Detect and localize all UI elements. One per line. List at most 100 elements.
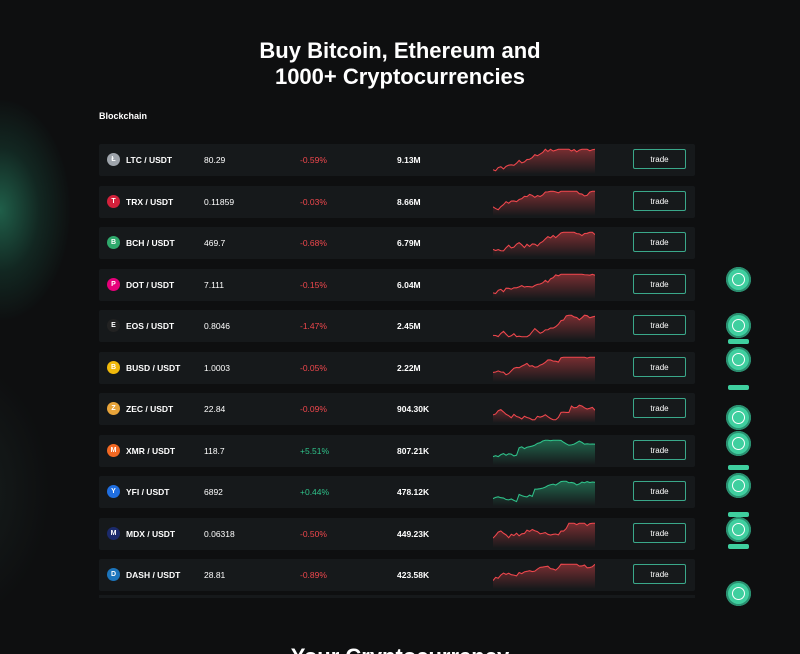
trade-button[interactable]: trade xyxy=(633,232,686,252)
trade-button[interactable]: trade xyxy=(633,273,686,294)
pair-name: DASH / USDT xyxy=(126,570,181,580)
table-row: M XMR / USDT 118.7 +5.51% 807.21K trade xyxy=(99,434,695,467)
sparkline-area xyxy=(493,232,595,257)
yearn-icon: Y xyxy=(107,485,120,498)
rail-ring-icon xyxy=(732,437,745,450)
sparkline-line xyxy=(493,404,595,421)
busd-icon: B xyxy=(107,360,120,374)
volume: 2.45M xyxy=(397,321,421,331)
last-price: 7.111 xyxy=(204,279,225,290)
rail-button-5[interactable] xyxy=(726,431,751,456)
rail-stub xyxy=(728,339,749,344)
sparkline-chart xyxy=(493,231,595,257)
sparkline-line xyxy=(493,563,595,581)
sparkline-chart xyxy=(493,356,595,382)
trade-button[interactable]: trade xyxy=(633,190,686,211)
volume: 9.13M xyxy=(397,155,421,165)
rail-button-2[interactable] xyxy=(726,313,751,338)
sparkline-line xyxy=(493,439,595,457)
section-label: Blockchain xyxy=(99,111,148,121)
pair-name: YFI / USDT xyxy=(126,487,170,497)
trade-button[interactable]: trade xyxy=(633,315,686,335)
price-change: -0.03% xyxy=(300,196,327,207)
trade-button[interactable]: trade xyxy=(633,398,686,418)
volume: 807.21K xyxy=(397,445,430,456)
last-price: 469.7 xyxy=(204,238,226,248)
sparkline-chart xyxy=(493,148,595,174)
sparkline-chart xyxy=(493,190,595,216)
sparkline-chart xyxy=(493,439,595,465)
price-change: -0.50% xyxy=(300,528,327,539)
floating-action-rail xyxy=(725,265,753,606)
pair-name: TRX / USDT xyxy=(126,196,174,207)
hero-title-line2: 1000+ Cryptocurrencies xyxy=(274,64,526,89)
pair-name: MDX / USDT xyxy=(126,528,176,539)
price-change: -0.68% xyxy=(300,238,327,248)
rail-ring-icon xyxy=(732,479,745,492)
pair-name: BUSD / USDT xyxy=(126,362,181,373)
hero-title: Buy Bitcoin, Ethereum and 1000+ Cryptocu… xyxy=(0,38,800,90)
sparkline-area xyxy=(493,273,595,299)
rail-stub xyxy=(728,544,749,549)
price-change: +0.44% xyxy=(300,487,330,497)
sparkline-line xyxy=(493,314,595,338)
rail-ring-icon xyxy=(732,587,745,600)
price-change: +5.51% xyxy=(300,445,330,456)
last-price: 0.8046 xyxy=(204,321,230,331)
trade-button[interactable]: trade xyxy=(633,149,686,169)
trade-button[interactable]: trade xyxy=(633,564,686,584)
last-price: 80.29 xyxy=(204,155,226,165)
sparkline-chart xyxy=(493,314,595,340)
mdex-icon: M xyxy=(107,526,120,540)
rail-ring-icon xyxy=(732,319,745,332)
rail-stub xyxy=(728,465,749,470)
pair-name: ZEC / USDT xyxy=(126,404,174,414)
next-section-heading: Your Cryptocurrency xyxy=(0,644,800,654)
trade-button[interactable]: trade xyxy=(633,439,686,460)
trade-button[interactable]: trade xyxy=(633,356,686,377)
price-change: -0.09% xyxy=(300,404,327,414)
sparkline-line xyxy=(493,356,595,375)
polkadot-icon: P xyxy=(107,277,120,291)
table-row: E EOS / USDT 0.8046 -1.47% 2.45M trade xyxy=(99,310,695,342)
last-price: 28.81 xyxy=(204,570,226,580)
sparkline-area xyxy=(493,190,595,216)
rail-ring-icon xyxy=(732,411,745,424)
rail-button-7[interactable] xyxy=(726,517,751,542)
tron-icon: T xyxy=(107,194,120,208)
pair-name: DOT / USDT xyxy=(126,279,175,290)
pair-name: BCH / USDT xyxy=(126,238,175,248)
sparkline-area xyxy=(493,405,595,423)
trade-button[interactable]: trade xyxy=(633,522,686,543)
table-row-partial xyxy=(99,594,695,598)
rail-button-3[interactable] xyxy=(726,347,751,372)
price-change: -0.05% xyxy=(300,362,327,373)
trade-button[interactable]: trade xyxy=(633,481,686,501)
sparkline-area xyxy=(493,356,595,382)
sparkline-line xyxy=(493,273,595,294)
market-table: Ł LTC / USDT 80.29 -0.59% 9.13M trade T TRX / U… xyxy=(99,144,695,598)
zcash-icon: Z xyxy=(107,402,120,415)
volume: 2.22M xyxy=(397,362,421,373)
last-price: 22.84 xyxy=(204,404,226,414)
rail-button-4[interactable] xyxy=(726,405,751,430)
dash-icon: D xyxy=(107,568,120,581)
volume: 6.79M xyxy=(397,238,421,248)
table-row: Y YFI / USDT 6892 +0.44% 478.12K trade xyxy=(99,476,695,508)
rail-button-6[interactable] xyxy=(726,473,751,498)
sparkline-line xyxy=(493,190,595,210)
sparkline-line xyxy=(493,148,595,172)
volume: 423.58K xyxy=(397,570,430,580)
background-glow xyxy=(0,100,70,320)
rail-button-8[interactable] xyxy=(726,581,751,606)
background-glow-lower xyxy=(0,360,50,620)
sparkline-area xyxy=(493,315,595,340)
price-change: -0.15% xyxy=(300,279,327,290)
volume: 478.12K xyxy=(397,487,430,497)
table-row: M MDX / USDT 0.06318 -0.50% 449.23K trade xyxy=(99,517,695,550)
rail-button-1[interactable] xyxy=(726,267,751,292)
monero-icon: M xyxy=(107,443,120,457)
last-price: 118.7 xyxy=(204,445,225,456)
last-price: 6892 xyxy=(204,487,223,497)
